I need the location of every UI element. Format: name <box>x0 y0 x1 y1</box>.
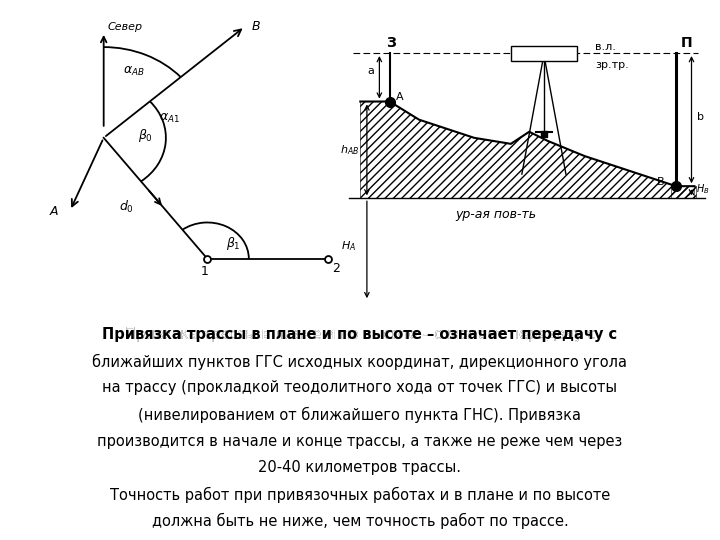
Text: (нивелированием от ближайшего пункта ГНС). Привязка: (нивелированием от ближайшего пункта ГНС… <box>138 407 582 423</box>
Text: производится в начале и конце трассы, а также не реже чем через: производится в начале и конце трассы, а … <box>97 434 623 449</box>
Bar <box>511 45 577 60</box>
Text: $H_B$: $H_B$ <box>696 182 710 196</box>
Text: на трассу (прокладкой теодолитного хода от точек ГГС) и высоты: на трассу (прокладкой теодолитного хода … <box>102 380 618 395</box>
Text: Точность работ при привязочных работах и в плане и по высоте: Точность работ при привязочных работах и… <box>110 487 610 503</box>
Text: ближайших пунктов ГГС исходных координат, дирекционного угола: ближайших пунктов ГГС исходных координат… <box>92 354 628 370</box>
Text: П: П <box>680 36 692 50</box>
Text: З: З <box>386 36 396 50</box>
Text: $\beta_1$: $\beta_1$ <box>226 235 241 252</box>
Text: $\alpha_{A1}$: $\alpha_{A1}$ <box>159 112 180 125</box>
Text: B: B <box>251 19 260 32</box>
Text: b: b <box>698 112 704 122</box>
Text: A: A <box>396 92 404 102</box>
Text: в.л.: в.л. <box>595 42 616 51</box>
Text: $\alpha_{AB}$: $\alpha_{AB}$ <box>122 65 145 78</box>
Text: $H_A$: $H_A$ <box>341 240 356 253</box>
Text: Привязка трассы в плане и по высоте – означает передачу с: Привязка трассы в плане и по высоте – оз… <box>125 327 595 342</box>
Text: $d_0$: $d_0$ <box>120 199 134 215</box>
Text: Привязка трассы в плане и по высоте – означает передачу с: Привязка трассы в плане и по высоте – оз… <box>125 327 595 342</box>
Text: $h_{AB}$: $h_{AB}$ <box>340 143 359 157</box>
Text: должна быть не ниже, чем точность работ по трассе.: должна быть не ниже, чем точность работ … <box>152 513 568 529</box>
Text: B: B <box>657 177 665 187</box>
Text: зр.тр.: зр.тр. <box>595 59 629 70</box>
Text: 1: 1 <box>200 265 208 279</box>
Text: Север: Север <box>108 23 143 32</box>
Text: 2: 2 <box>332 262 340 275</box>
Text: a: a <box>367 66 374 76</box>
Text: A: A <box>49 205 58 218</box>
Text: 20-40 километров трассы.: 20-40 километров трассы. <box>258 460 462 475</box>
Text: Привязка трассы в плане и по высоте – означает передачу с: Привязка трассы в плане и по высоте – оз… <box>102 327 618 342</box>
Text: ур-ая пов-ть: ур-ая пов-ть <box>456 208 537 221</box>
Text: $\beta_0$: $\beta_0$ <box>138 127 153 144</box>
